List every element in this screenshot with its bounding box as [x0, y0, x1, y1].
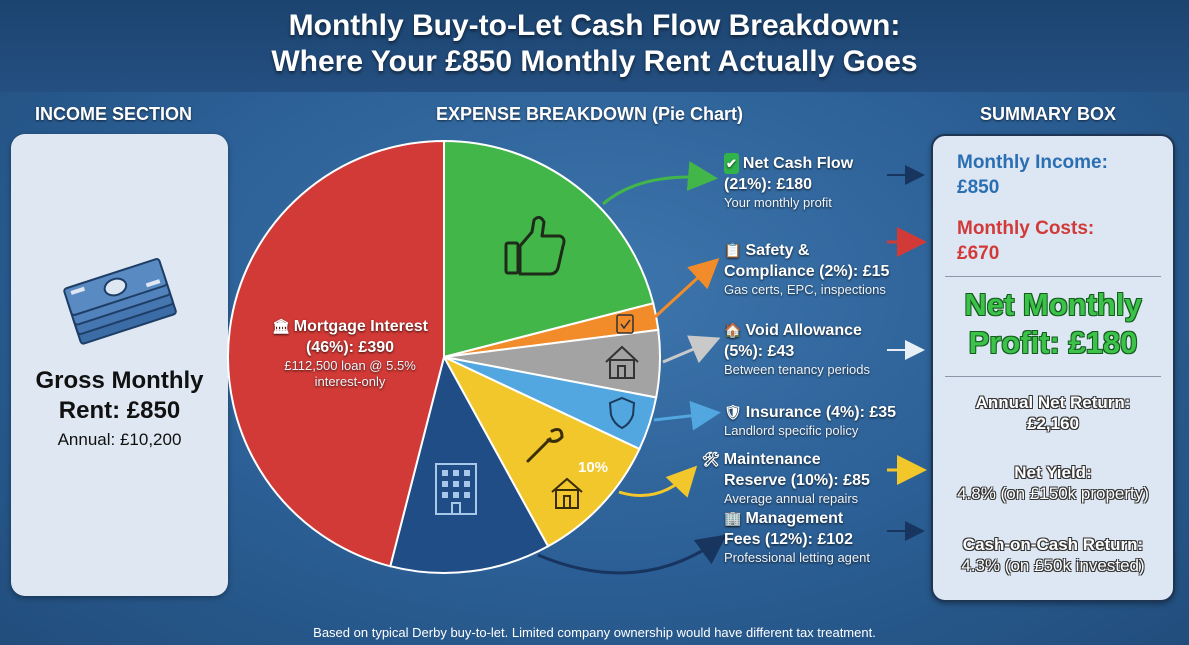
money-stack-icon [63, 258, 177, 345]
office-label-icon: 🏢 [724, 510, 742, 526]
summary-coc: Cash-on-Cash Return: 4.3% (on £50k inves… [933, 534, 1173, 576]
thumbs-up-icon [504, 215, 566, 276]
management-line-2: Fees (12%): £102 [724, 531, 853, 548]
arrow-management [537, 534, 727, 575]
arrow-insurance [653, 400, 721, 431]
page-title-line-2: Where Your £850 Monthly Rent Actually Go… [271, 45, 918, 78]
safety-line-1: Safety & [745, 242, 810, 259]
expense-section-heading: EXPENSE BREAKDOWN (Pie Chart) [436, 104, 744, 124]
wrench-icon [526, 428, 564, 463]
net-profit-line-2: Profit: £180 [968, 325, 1138, 360]
yield-label: Net Yield: [1014, 463, 1092, 482]
tools-label-icon: 🛠 [702, 451, 720, 467]
void-sub: Between tenancy periods [724, 362, 870, 377]
shield-icon [608, 396, 636, 430]
arrow-net-cash [602, 161, 718, 206]
maintenance-sub: Average annual repairs [724, 491, 859, 506]
footnote: Based on typical Derby buy-to-let. Limit… [313, 625, 876, 640]
annual-label: Annual Net Return: [975, 393, 1131, 412]
management-line-1: Management [745, 510, 844, 527]
arrow-void [662, 335, 721, 364]
summary-annual: Annual Net Return: £2,160 [933, 392, 1173, 434]
summary-net-profit: Net Monthly Profit: £180 [933, 286, 1173, 362]
net-profit-line-1: Net Monthly [964, 287, 1142, 322]
gross-monthly-rent: Gross Monthly Rent: £850 [11, 366, 228, 426]
summary-costs: Monthly Costs: £670 [957, 216, 1094, 266]
check-icon: ✔ [724, 153, 739, 174]
pie-slice-mortgage-interest [227, 139, 445, 568]
income-section-heading: INCOME SECTION [35, 104, 193, 124]
title-bar: Monthly Buy-to-Let Cash Flow Breakdown: … [0, 0, 1189, 92]
annual-rent: Annual: £10,200 [57, 430, 182, 449]
house-small-icon [551, 477, 583, 509]
maintenance-label: 🛠 Maintenance Reserve (10%): £85 Average … [702, 449, 870, 507]
management-label: 🏢 Management Fees (12%): £102 Professiona… [724, 508, 870, 566]
coc-value: 4.3% (on £50k invested) [961, 556, 1145, 575]
mortgage-sub-2: interest-only [314, 374, 386, 389]
summary-costs-value: £670 [957, 243, 1000, 264]
net-cash-line-2: (21%): £180 [724, 176, 813, 193]
arrow-maintenance [618, 465, 698, 498]
bank-icon: 🏛 [271, 318, 290, 334]
building-icon [435, 463, 477, 515]
mortgage-line-2: (46%): £390 [305, 339, 395, 356]
gross-line-1: Gross Monthly [35, 367, 204, 394]
pie-slice-maintenance-reserve [441, 354, 641, 548]
mortgage-label: 🏛 Mortgage Interest (46%): £390 £112,500 … [250, 316, 450, 390]
net-cash-sub: Your monthly profit [724, 195, 832, 210]
income-card: Gross Monthly Rent: £850 Annual: £10,200 [11, 134, 228, 596]
arrow-safety [653, 257, 720, 319]
pie-slice-net-cash-flow [443, 139, 655, 359]
void-line-1: Void Allowance [745, 322, 862, 339]
summary-yield: Net Yield: 4.8% (on £150k property) [933, 462, 1173, 504]
mortgage-line-1: Mortgage Interest [293, 318, 429, 335]
summary-divider-1 [945, 276, 1161, 277]
mortgage-sub-1: £112,500 loan @ 5.5% [284, 358, 416, 373]
maintenance-inner-pct: 10% [578, 459, 608, 476]
safety-sub: Gas certs, EPC, inspections [724, 282, 886, 297]
summary-income-value: £850 [957, 177, 1000, 198]
page-title-line-1: Monthly Buy-to-Let Cash Flow Breakdown: [288, 9, 901, 42]
maintenance-line-1: Maintenance [723, 451, 821, 468]
yield-value: 4.8% (on £150k property) [957, 484, 1149, 503]
safety-label: 📋 Safety & Compliance (2%): £15 Gas certs… [724, 240, 889, 298]
coc-label: Cash-on-Cash Return: [962, 535, 1144, 554]
summary-income: Monthly Income: £850 [957, 150, 1108, 200]
insurance-sub: Landlord specific policy [724, 423, 859, 438]
annual-value: £2,160 [1027, 414, 1079, 433]
maintenance-line-2: Reserve (10%): £85 [724, 472, 870, 489]
summary-box: Monthly Income: £850 Monthly Costs: £670… [931, 134, 1175, 602]
summary-income-label: Monthly Income: [957, 152, 1108, 173]
house-label-icon: 🏠 [724, 322, 742, 338]
clipboard-label-icon: 📋 [724, 242, 742, 258]
house-icon [605, 345, 639, 379]
shield-label-icon: 🛡 [724, 404, 742, 420]
net-cash-label: ✔ Net Cash Flow (21%): £180 Your monthly … [724, 153, 853, 211]
insurance-label: 🛡 Insurance (4%): £35 Landlord specific p… [724, 402, 896, 439]
clipboard-icon [616, 314, 634, 334]
management-sub: Professional letting agent [724, 550, 870, 565]
void-line-2: (5%): £43 [724, 343, 795, 360]
safety-line-2: Compliance (2%): £15 [724, 263, 890, 280]
summary-costs-label: Monthly Costs: [957, 218, 1095, 239]
net-cash-line-1: Net Cash Flow [742, 155, 854, 172]
void-label: 🏠 Void Allowance (5%): £43 Between tenanc… [724, 320, 870, 378]
summary-divider-2 [945, 376, 1161, 377]
insurance-line-1: Insurance (4%): £35 [745, 404, 897, 421]
gross-line-2: Rent: £850 [58, 397, 181, 424]
summary-section-heading: SUMMARY BOX [980, 104, 1117, 124]
